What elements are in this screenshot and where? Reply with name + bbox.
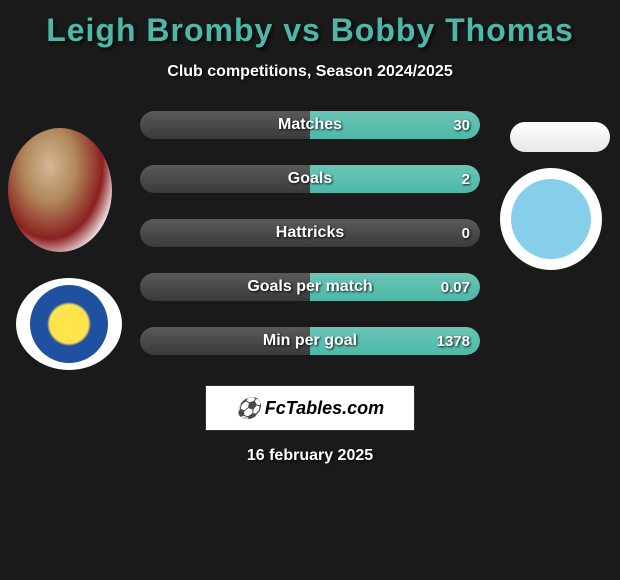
stat-row-matches: Matches 30 <box>0 111 620 139</box>
stat-label: Min per goal <box>263 332 357 350</box>
brand-text: FcTables.com <box>265 398 384 419</box>
brand-logo[interactable]: ⚽ FcTables.com <box>205 385 415 431</box>
stat-row-min-per-goal: Min per goal 1378 <box>0 327 620 355</box>
stat-label: Goals <box>288 170 332 188</box>
stat-row-goals-per-match: Goals per match 0.07 <box>0 273 620 301</box>
stat-bar-left <box>140 165 310 193</box>
page-title: Leigh Bromby vs Bobby Thomas <box>0 0 620 49</box>
stat-label: Hattricks <box>276 224 344 242</box>
stat-row-goals: Goals 2 <box>0 165 620 193</box>
date-text: 16 february 2025 <box>0 447 620 465</box>
stat-value-right: 30 <box>453 117 470 134</box>
stat-value-right: 0.07 <box>441 279 470 296</box>
stat-row-hattricks: Hattricks 0 <box>0 219 620 247</box>
soccer-ball-icon: ⚽ <box>236 396 261 421</box>
stat-value-right: 2 <box>462 171 470 188</box>
stat-label: Goals per match <box>247 278 372 296</box>
stat-fill-right <box>310 165 480 193</box>
stat-value-right: 1378 <box>437 333 470 350</box>
main-container: Leigh Bromby vs Bobby Thomas Club compet… <box>0 0 620 580</box>
stats-area: Matches 30 Goals 2 Hattricks <box>0 111 620 355</box>
stat-bar-right <box>310 165 480 193</box>
stat-label: Matches <box>278 116 342 134</box>
stat-value-right: 0 <box>462 225 470 242</box>
page-subtitle: Club competitions, Season 2024/2025 <box>0 63 620 81</box>
